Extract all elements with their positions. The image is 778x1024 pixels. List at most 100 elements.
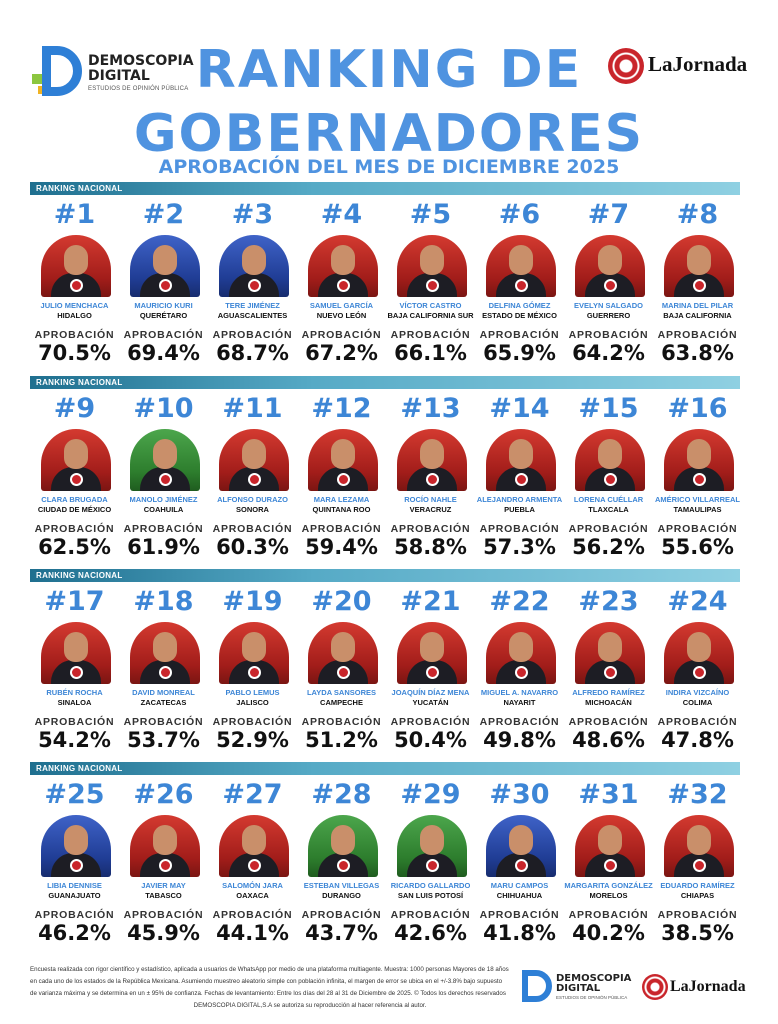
party-badge-icon bbox=[515, 666, 528, 679]
approval-label: APROBACIÓN bbox=[568, 716, 649, 728]
rank-number: #27 bbox=[222, 779, 283, 810]
portrait-head bbox=[509, 245, 533, 275]
lajornada-logo-text: LaJornada bbox=[648, 52, 748, 76]
party-badge-icon bbox=[426, 666, 439, 679]
approval-label: APROBACIÓN bbox=[301, 523, 382, 535]
portrait-head bbox=[598, 632, 622, 662]
governor-grid: #1 JULIO MENCHACA HIDALGO APROBACIÓN 70.5% #2… bbox=[30, 195, 740, 375]
approval-value: 47.8% bbox=[661, 728, 734, 752]
approval-label: APROBACIÓN bbox=[301, 909, 382, 921]
governor-grid: #9 CLARA BRUGADA CIUDAD DE MÉXICO APROBACIÓ… bbox=[30, 389, 740, 569]
governor-photo bbox=[130, 815, 200, 877]
footer-note: Encuesta realizada con rigor científico … bbox=[30, 964, 530, 1012]
approval-value: 55.6% bbox=[661, 535, 734, 559]
governor-name: SAMUEL GARCÍA bbox=[309, 301, 374, 310]
footer-lajornada-logo: LaJornada bbox=[642, 974, 762, 1002]
governor-state: ESTADO DE MÉXICO bbox=[482, 311, 557, 320]
rank-number: #25 bbox=[44, 779, 105, 810]
approval-value: 69.4% bbox=[127, 341, 200, 365]
portrait-head bbox=[420, 825, 444, 855]
party-badge-icon bbox=[426, 279, 439, 292]
approval-label: APROBACIÓN bbox=[479, 716, 560, 728]
demoscopia-logo-name: DEMOSCOPIA DIGITAL bbox=[88, 53, 194, 84]
governor-state: YUCATÁN bbox=[412, 698, 449, 707]
governor-state: SINALOA bbox=[57, 698, 92, 707]
governor-card: #11 ALFONSO DURAZO SONORA APROBACIÓN 60.3% bbox=[208, 389, 297, 569]
ranking-section: RANKING NACIONAL #17 RUBÉN ROCHA SINALOA APR… bbox=[30, 569, 740, 762]
governor-name: TERE JIMÉNEZ bbox=[225, 301, 280, 310]
party-badge-icon bbox=[693, 666, 706, 679]
governor-grid: #17 RUBÉN ROCHA SINALOA APROBACIÓN 54.2% #18 D… bbox=[30, 582, 740, 762]
party-badge-icon bbox=[693, 859, 706, 872]
governor-state: BAJA CALIFORNIA bbox=[663, 311, 732, 320]
footer-demoscopia-sub: ESTUDIOS DE OPINIÓN PÚBLICA bbox=[556, 995, 628, 1000]
approval-label: APROBACIÓN bbox=[657, 716, 738, 728]
governor-name: EVELYN SALGADO bbox=[574, 301, 643, 310]
governor-photo bbox=[397, 815, 467, 877]
governor-name: MARGARITA GONZÁLEZ bbox=[564, 881, 653, 890]
governor-state: MORELOS bbox=[589, 891, 628, 900]
governor-name: JULIO MENCHACA bbox=[40, 301, 109, 310]
rank-number: #8 bbox=[676, 199, 719, 230]
approval-value: 61.9% bbox=[127, 535, 200, 559]
party-badge-icon bbox=[426, 859, 439, 872]
party-badge-icon bbox=[604, 279, 617, 292]
rank-number: #9 bbox=[53, 393, 96, 424]
party-badge-icon bbox=[70, 859, 83, 872]
approval-value: 40.2% bbox=[572, 921, 645, 945]
portrait-head bbox=[598, 245, 622, 275]
footer-demoscopia-logo: DEMOSCOPIA DIGITAL ESTUDIOS DE OPINIÓN P… bbox=[522, 970, 642, 1004]
rank-number: #19 bbox=[222, 586, 283, 617]
approval-label: APROBACIÓN bbox=[568, 329, 649, 341]
governor-name: PABLO LEMUS bbox=[225, 688, 280, 697]
governor-card: #6 DELFINA GÓMEZ ESTADO DE MÉXICO APROBACIÓ… bbox=[475, 195, 564, 375]
portrait-head bbox=[509, 439, 533, 469]
governor-name: JAVIER MAY bbox=[141, 881, 186, 890]
approval-value: 54.2% bbox=[38, 728, 111, 752]
portrait-head bbox=[64, 245, 88, 275]
party-badge-icon bbox=[248, 279, 261, 292]
rank-number: #13 bbox=[400, 393, 461, 424]
governor-name: ALFONSO DURAZO bbox=[217, 495, 288, 504]
governor-photo bbox=[575, 429, 645, 491]
rank-number: #28 bbox=[311, 779, 372, 810]
footer-line: de varianza máxima y se determina en un … bbox=[30, 990, 506, 997]
governor-state: BAJA CALIFORNIA SUR bbox=[387, 311, 474, 320]
governor-card: #3 TERE JIMÉNEZ AGUASCALIENTES APROBACIÓN 68… bbox=[208, 195, 297, 375]
governor-name: INDIRA VIZCAÍNO bbox=[665, 688, 730, 697]
party-badge-icon bbox=[693, 279, 706, 292]
approval-value: 44.1% bbox=[216, 921, 289, 945]
rank-number: #2 bbox=[142, 199, 185, 230]
party-badge-icon bbox=[159, 473, 172, 486]
approval-label: APROBACIÓN bbox=[212, 523, 293, 535]
governor-card: #27 SALOMÓN JARA OAXACA APROBACIÓN 44.1% bbox=[208, 775, 297, 955]
governor-state: QUINTANA ROO bbox=[312, 505, 371, 514]
approval-label: APROBACIÓN bbox=[34, 716, 115, 728]
approval-value: 58.8% bbox=[394, 535, 467, 559]
governor-photo bbox=[486, 235, 556, 297]
approval-label: APROBACIÓN bbox=[479, 909, 560, 921]
governor-name: ESTEBAN VILLEGAS bbox=[303, 881, 380, 890]
approval-label: APROBACIÓN bbox=[390, 909, 471, 921]
portrait-head bbox=[687, 632, 711, 662]
party-badge-icon bbox=[693, 473, 706, 486]
governor-photo bbox=[308, 815, 378, 877]
rank-number: #29 bbox=[400, 779, 461, 810]
governor-card: #18 DAVID MONREAL ZACATECAS APROBACIÓN 53.7% bbox=[119, 582, 208, 762]
governor-card: #22 MIGUEL A. NAVARRO NAYARIT APROBACIÓN 49.… bbox=[475, 582, 564, 762]
governor-name: MARU CAMPOS bbox=[490, 881, 549, 890]
governor-name: DELFINA GÓMEZ bbox=[488, 301, 551, 310]
portrait-head bbox=[242, 439, 266, 469]
party-badge-icon bbox=[604, 473, 617, 486]
party-badge-icon bbox=[337, 473, 350, 486]
approval-label: APROBACIÓN bbox=[301, 716, 382, 728]
governor-card: #30 MARU CAMPOS CHIHUAHUA APROBACIÓN 41.8% bbox=[475, 775, 564, 955]
governor-photo bbox=[41, 429, 111, 491]
approval-label: APROBACIÓN bbox=[123, 523, 204, 535]
footer-line: en cada uno de los estados de la Repúbli… bbox=[30, 978, 503, 985]
governor-name: SALOMÓN JARA bbox=[222, 881, 283, 890]
approval-label: APROBACIÓN bbox=[34, 523, 115, 535]
rank-number: #30 bbox=[489, 779, 550, 810]
governor-state: CIUDAD DE MÉXICO bbox=[37, 505, 112, 514]
approval-label: APROBACIÓN bbox=[123, 329, 204, 341]
